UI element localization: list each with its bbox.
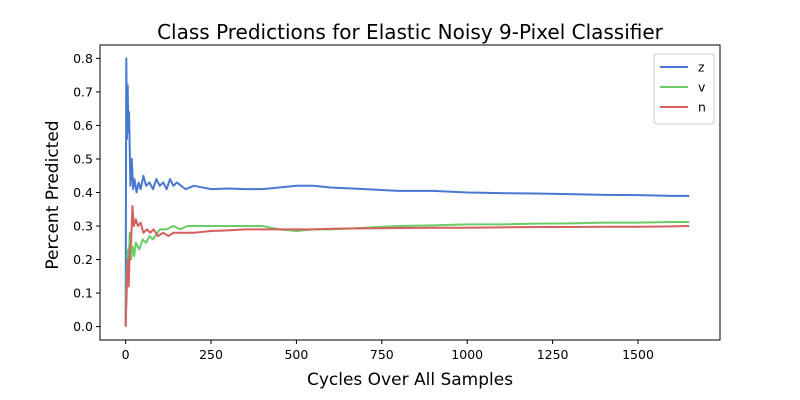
x-tick-label: 750 bbox=[370, 347, 394, 362]
y-tick-label: 0.2 bbox=[73, 252, 93, 267]
y-tick-label: 0.1 bbox=[73, 286, 93, 301]
series-line-n bbox=[124, 204, 690, 327]
legend-label-v: v bbox=[698, 80, 706, 95]
legend: zvn bbox=[653, 53, 715, 125]
y-tick-label: 0.7 bbox=[73, 84, 93, 99]
series-line-v bbox=[124, 221, 690, 327]
y-tick-label: 0.8 bbox=[73, 51, 93, 66]
y-axis-label: Percent Predicted bbox=[43, 120, 63, 269]
x-tick-label: 0 bbox=[122, 347, 130, 362]
x-tick-label: 1500 bbox=[622, 347, 654, 362]
legend-label-z: z bbox=[698, 60, 705, 75]
series-group bbox=[124, 57, 690, 327]
x-tick-label: 500 bbox=[284, 347, 308, 362]
x-tick-label: 250 bbox=[199, 347, 223, 362]
x-tick-label: 1000 bbox=[451, 347, 483, 362]
axes: 0 250 500 750 1000 1250 1500 0.0 0.1 0.2 0.3 0.4 0.5… bbox=[73, 44, 721, 362]
y-tick-label: 0.4 bbox=[73, 185, 93, 200]
plot-frame bbox=[99, 44, 721, 341]
y-tick-label: 0.3 bbox=[73, 219, 93, 234]
y-tick-label: 0.5 bbox=[73, 151, 93, 166]
x-tick-label: 1250 bbox=[537, 347, 569, 362]
legend-label-n: n bbox=[698, 100, 706, 115]
x-axis-label: Cycles Over All Samples bbox=[307, 370, 513, 390]
series-line-z bbox=[124, 57, 690, 327]
chart-title: Class Predictions for Elastic Noisy 9-Pi… bbox=[157, 20, 664, 44]
y-tick-label: 0.0 bbox=[73, 319, 93, 334]
y-tick-label: 0.6 bbox=[73, 118, 93, 133]
